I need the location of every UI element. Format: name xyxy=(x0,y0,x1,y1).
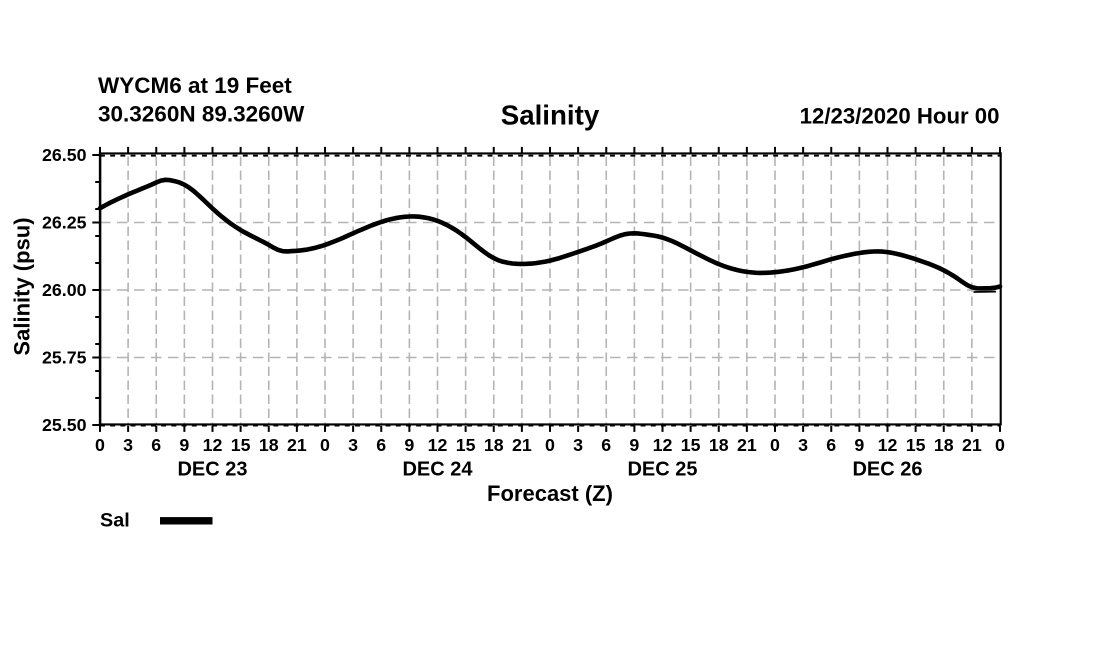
svg-text:26.50: 26.50 xyxy=(42,145,87,165)
svg-text:9: 9 xyxy=(179,435,189,455)
svg-text:0: 0 xyxy=(995,435,1005,455)
svg-text:0: 0 xyxy=(770,435,780,455)
svg-text:0: 0 xyxy=(95,435,105,455)
svg-text:21: 21 xyxy=(287,435,307,455)
svg-text:18: 18 xyxy=(259,435,279,455)
svg-text:DEC 24: DEC 24 xyxy=(402,459,473,481)
svg-text:12: 12 xyxy=(428,435,448,455)
svg-text:6: 6 xyxy=(601,435,611,455)
svg-text:Salinity (psu): Salinity (psu) xyxy=(10,217,35,355)
svg-text:18: 18 xyxy=(484,435,504,455)
svg-text:DEC 25: DEC 25 xyxy=(627,459,697,481)
svg-text:9: 9 xyxy=(854,435,864,455)
svg-text:DEC 26: DEC 26 xyxy=(852,459,922,481)
svg-text:6: 6 xyxy=(151,435,161,455)
svg-text:Forecast (Z): Forecast (Z) xyxy=(487,481,613,506)
svg-text:15: 15 xyxy=(456,435,476,455)
svg-text:26.25: 26.25 xyxy=(42,213,87,233)
svg-text:25.75: 25.75 xyxy=(42,348,87,368)
svg-text:18: 18 xyxy=(709,435,729,455)
svg-text:15: 15 xyxy=(681,435,701,455)
svg-text:3: 3 xyxy=(573,435,583,455)
svg-text:0: 0 xyxy=(545,435,555,455)
svg-text:3: 3 xyxy=(798,435,808,455)
svg-text:6: 6 xyxy=(826,435,836,455)
svg-text:0: 0 xyxy=(320,435,330,455)
svg-text:12: 12 xyxy=(203,435,223,455)
svg-text:18: 18 xyxy=(934,435,954,455)
svg-text:9: 9 xyxy=(629,435,639,455)
svg-text:12/23/2020 Hour 00: 12/23/2020 Hour 00 xyxy=(800,103,1000,128)
svg-text:12: 12 xyxy=(878,435,898,455)
svg-text:Sal: Sal xyxy=(100,509,130,531)
svg-text:26.00: 26.00 xyxy=(42,280,87,300)
svg-text:9: 9 xyxy=(404,435,414,455)
svg-text:30.3260N 89.3260W: 30.3260N 89.3260W xyxy=(98,102,305,127)
svg-text:WYCM6 at 19 Feet: WYCM6 at 19 Feet xyxy=(98,73,292,98)
svg-text:21: 21 xyxy=(512,435,532,455)
svg-text:Salinity: Salinity xyxy=(501,99,600,130)
svg-text:15: 15 xyxy=(231,435,251,455)
svg-text:15: 15 xyxy=(906,435,926,455)
svg-text:21: 21 xyxy=(737,435,757,455)
svg-text:25.50: 25.50 xyxy=(42,415,87,435)
svg-text:6: 6 xyxy=(376,435,386,455)
svg-text:21: 21 xyxy=(962,435,982,455)
svg-text:3: 3 xyxy=(123,435,133,455)
svg-text:12: 12 xyxy=(653,435,673,455)
svg-text:3: 3 xyxy=(348,435,358,455)
svg-text:DEC 23: DEC 23 xyxy=(177,459,247,481)
